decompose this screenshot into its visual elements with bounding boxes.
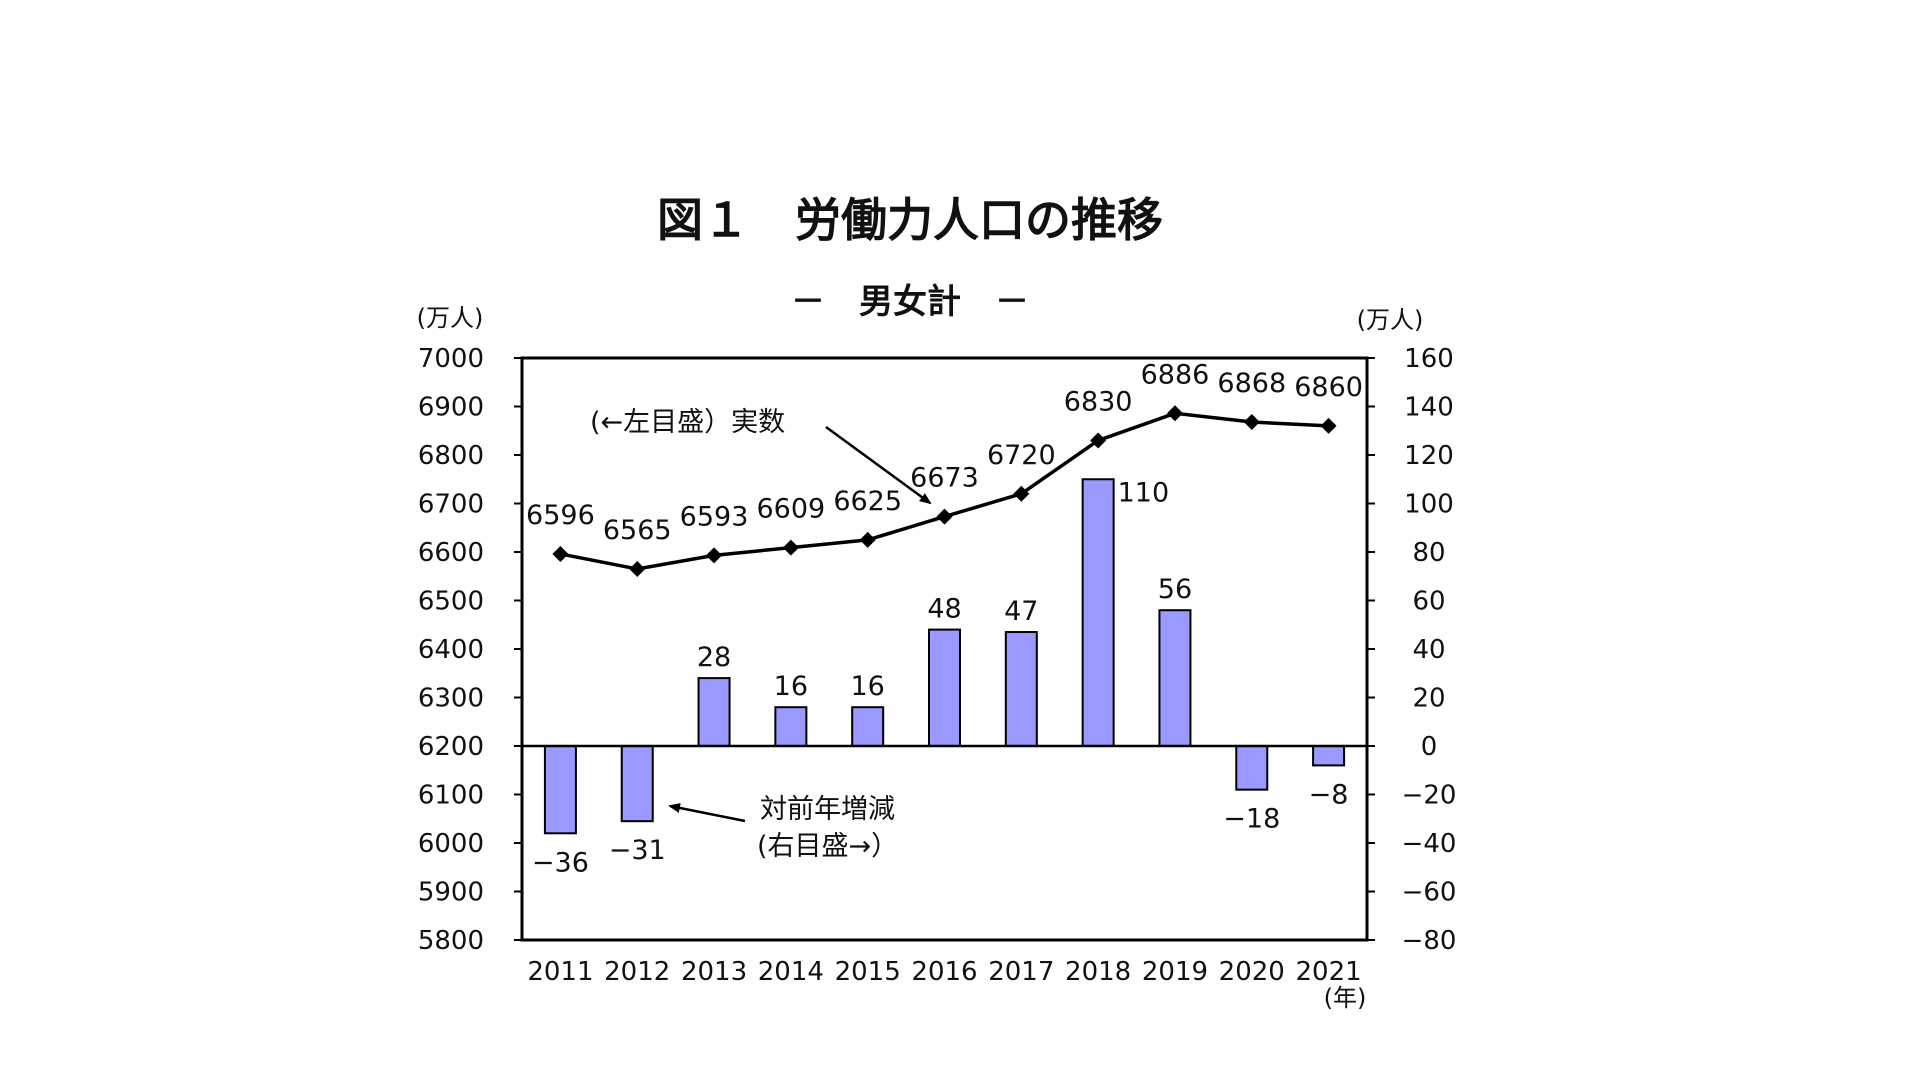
- bar-2018: [1081, 478, 1115, 747]
- bar-label-2015: 16: [851, 671, 885, 702]
- left-axis-unit: (万人): [417, 304, 484, 332]
- x-tick-label-2015: 2015: [835, 957, 901, 987]
- line-label-2011: 6596: [526, 500, 595, 531]
- left-tick-label: 6100: [418, 781, 484, 811]
- x-tick-label-2012: 2012: [604, 957, 670, 987]
- bar-2021: [1312, 745, 1346, 767]
- bar-2019: [1158, 609, 1192, 748]
- line-annotation: (←左目盛）実数: [590, 407, 785, 438]
- axes: 7000 6900 6800 6700 6600 6500 6400 6300 6200 6100…: [418, 344, 1457, 987]
- line-label-2020: 6868: [1217, 368, 1286, 399]
- x-tick-label-2014: 2014: [758, 957, 824, 987]
- left-tick-label: 6400: [418, 635, 484, 665]
- line-point-2013: [706, 547, 723, 564]
- bar-annotation-line1: 対前年増減: [760, 794, 895, 825]
- line-label-2012: 6565: [603, 515, 672, 546]
- left-tick-label: 6900: [418, 393, 484, 423]
- x-tick-label-2018: 2018: [1065, 957, 1131, 987]
- line-point-2015: [859, 531, 876, 548]
- bar-label-2014: 16: [774, 671, 808, 702]
- x-tick-label-2017: 2017: [988, 957, 1054, 987]
- left-tick-label: 6300: [418, 684, 484, 714]
- right-tick-label: −80: [1402, 926, 1457, 956]
- line-point-2014: [782, 539, 799, 556]
- bar-label-2021: −8: [1309, 779, 1349, 810]
- left-tick-label: 7000: [418, 344, 484, 374]
- chart-subtitle: － 男女計 －: [791, 282, 1029, 322]
- left-tick-label: 5900: [418, 878, 484, 908]
- x-tick-label-2016: 2016: [911, 957, 977, 987]
- left-tick-label: 6200: [418, 732, 484, 762]
- line-label-2014: 6609: [757, 494, 826, 525]
- bar-annotation-line2: (右目盛→）: [757, 831, 898, 862]
- line-point-2011: [552, 545, 569, 562]
- bar-label-2017: 47: [1004, 596, 1038, 627]
- line-label-2016: 6673: [910, 463, 979, 494]
- bar-2020: [1235, 745, 1269, 791]
- x-tick-label-2013: 2013: [681, 957, 747, 987]
- bar-2017: [1004, 631, 1038, 748]
- bar-2016: [928, 628, 961, 747]
- line-label-2021: 6860: [1294, 372, 1363, 403]
- x-tick-label-2020: 2020: [1219, 957, 1285, 987]
- line-point-2018: [1090, 432, 1107, 449]
- right-tick-label: 0: [1421, 732, 1438, 762]
- bar-2014: [774, 706, 808, 748]
- left-tick-label: 6000: [418, 829, 484, 859]
- x-tick-label-2011: 2011: [527, 957, 593, 987]
- line-label-2018: 6830: [1064, 386, 1133, 417]
- left-tick-label: 6600: [418, 538, 484, 568]
- x-tick-label-2019: 2019: [1142, 957, 1208, 987]
- bar-annotation-arrow: [668, 803, 746, 823]
- right-axis-unit: (万人): [1357, 306, 1424, 334]
- left-tick-label: 6500: [418, 587, 484, 617]
- bar-label-2012: −31: [609, 835, 666, 866]
- line-point-2016: [936, 508, 953, 525]
- right-tick-label: −20: [1402, 781, 1457, 811]
- right-tick-label: 60: [1412, 587, 1445, 617]
- right-tick-label: 120: [1404, 441, 1454, 471]
- bar-2013: [697, 677, 731, 747]
- bar-2015: [851, 706, 885, 748]
- line-label-2015: 6625: [833, 486, 902, 517]
- left-tick-label: 5800: [418, 926, 484, 956]
- right-tick-label: 80: [1412, 538, 1445, 568]
- right-tick-label: 40: [1412, 635, 1445, 665]
- right-tick-label: −40: [1402, 829, 1457, 859]
- bar-series: −36 −31 28 16 16 48 47 110 56 −18 −8: [532, 477, 1349, 878]
- x-axis-unit: (年): [1324, 984, 1367, 1012]
- right-tick-label: 140: [1404, 393, 1454, 423]
- bar-2012: [620, 745, 654, 823]
- line-point-2019: [1166, 405, 1183, 422]
- line-point-2021: [1320, 417, 1337, 434]
- bar-label-2020: −18: [1223, 804, 1280, 835]
- bar-label-2013: 28: [697, 642, 731, 673]
- bar-label-2016: 48: [927, 594, 961, 625]
- right-tick-label: 100: [1404, 490, 1454, 520]
- bar-label-2019: 56: [1158, 574, 1192, 605]
- bar-label-2011: −36: [532, 847, 589, 878]
- left-tick-label: 6700: [418, 490, 484, 520]
- bar-2011: [543, 745, 577, 835]
- line-label-2019: 6886: [1141, 359, 1210, 390]
- line-label-2013: 6593: [680, 501, 749, 532]
- right-tick-label: −60: [1402, 878, 1457, 908]
- right-tick-label: 160: [1404, 344, 1454, 374]
- x-tick-label-2021: 2021: [1296, 957, 1362, 987]
- chart-title: 図１ 労働力人口の推移: [657, 193, 1163, 247]
- line-point-2012: [629, 560, 646, 577]
- line-point-2020: [1243, 414, 1260, 431]
- line-label-2017: 6720: [987, 440, 1056, 471]
- line-series: 6596 6565 6593 6609 6625 6673 6720 6830 6886 6868…: [526, 359, 1363, 577]
- line-annotation-arrow: [825, 425, 932, 505]
- bar-label-2018: 110: [1118, 477, 1170, 508]
- right-tick-label: 20: [1412, 684, 1445, 714]
- left-tick-label: 6800: [418, 441, 484, 471]
- line-point-2017: [1013, 485, 1030, 502]
